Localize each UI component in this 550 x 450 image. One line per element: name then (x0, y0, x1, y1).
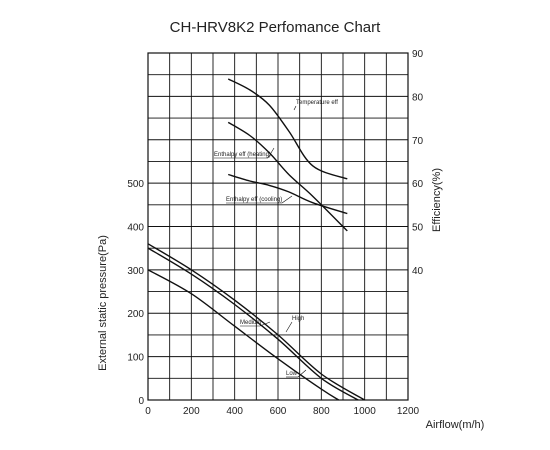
x-tick-label: 800 (313, 406, 330, 417)
annotation-enthalpy-eff-heating: Enthalpy eff (heating) (214, 152, 271, 158)
annotation-high: High (292, 316, 304, 322)
annotation-leader (293, 105, 297, 111)
y-right-axis-label: Efficiency(%) (431, 168, 443, 232)
y-left-tick-label: 200 (127, 309, 144, 320)
annotation-temperature-eff: Temperature eff (296, 100, 338, 106)
y-left-tick-label: 100 (127, 353, 144, 364)
annotation-leader (285, 321, 293, 333)
x-tick-label: 0 (145, 406, 151, 417)
series-medium-line (147, 247, 359, 401)
series-enthalpy-eff-cooling-line (227, 173, 348, 215)
x-tick-label: 200 (183, 406, 200, 417)
annotation-low: Low (286, 371, 298, 377)
series-high-line (147, 243, 366, 401)
x-tick-label: 600 (270, 406, 287, 417)
y-right-tick-label: 70 (412, 136, 424, 147)
y-left-tick-label: 400 (127, 222, 144, 233)
x-tick-label: 1000 (354, 406, 377, 417)
curve-annotations: Temperature eff Enthalpy eff (heating) Ent… (214, 100, 338, 378)
annotation-leader (281, 195, 293, 204)
y-left-tick-label: 0 (138, 396, 144, 407)
annotation-medium: Medium (240, 320, 261, 326)
annotation-leader (267, 147, 275, 159)
tick-labels: 0 200 400 600 800 1000 1200 0 100 200 300 400 500 40 5… (127, 49, 423, 417)
y-right-tick-label: 40 (412, 266, 424, 277)
y-right-tick-label: 50 (412, 223, 424, 234)
y-left-tick-label: 500 (127, 179, 144, 190)
x-tick-label: 1200 (397, 406, 420, 417)
y-right-tick-label: 80 (412, 92, 424, 103)
y-left-tick-label: 300 (127, 266, 144, 277)
series-low-line (147, 269, 340, 401)
series-enthalpy-eff-heating-line (227, 121, 348, 232)
annotation-leader (297, 369, 307, 378)
annotation-leader (259, 321, 271, 327)
chart-grid (147, 52, 409, 401)
y-right-tick-label: 90 (412, 49, 424, 60)
chart-title: CH-HRV8K2 Perfomance Chart (170, 19, 381, 36)
y-left-axis-label: External static pressure(Pa) (97, 235, 109, 371)
annotation-enthalpy-eff-cooling: Enthalpy eff (cooling) (226, 197, 282, 203)
x-axis-label: Airflow(m/h) (426, 419, 485, 431)
x-tick-label: 400 (226, 406, 243, 417)
data-series (147, 78, 366, 401)
y-right-tick-label: 60 (412, 179, 424, 190)
series-temperature-eff-line (227, 78, 348, 180)
